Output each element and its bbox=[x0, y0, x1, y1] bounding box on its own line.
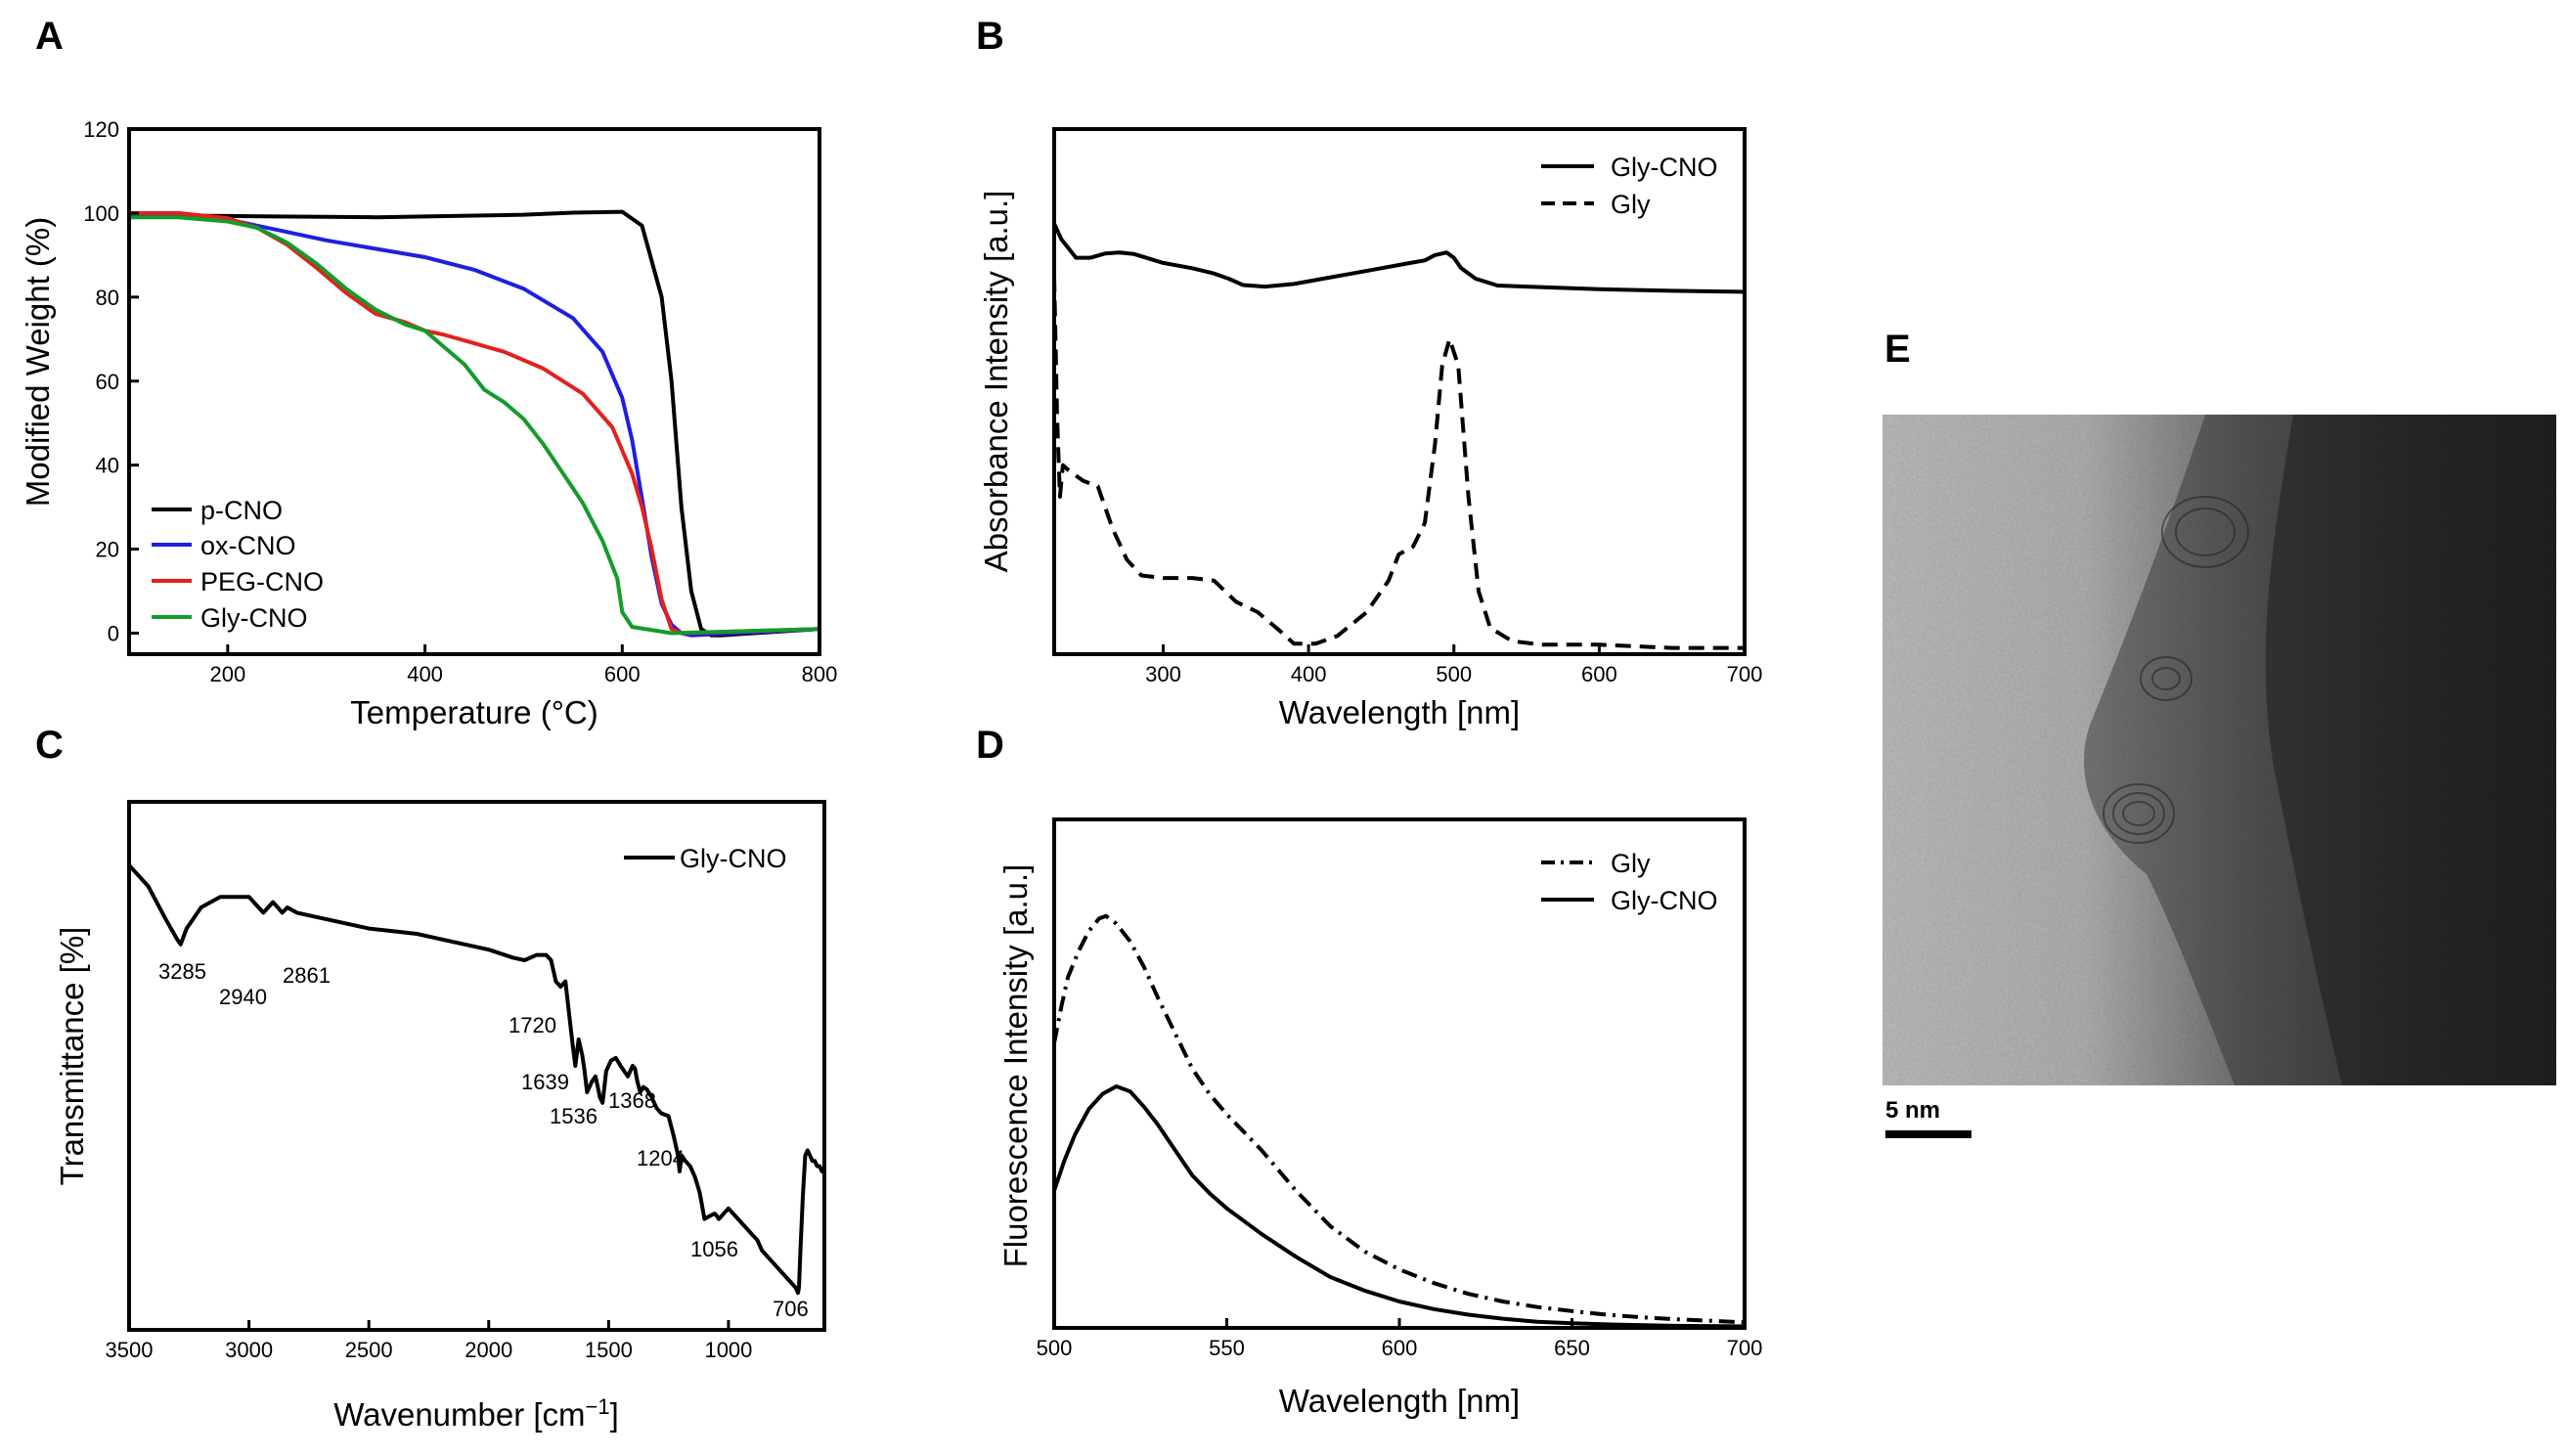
series-line-gly-cno bbox=[1052, 222, 1746, 294]
y-tick-label: 40 bbox=[96, 454, 119, 478]
chart-d-fluorescence: 500 550 600 650 700 Wavelength [nm] Fluoresc… bbox=[997, 817, 1763, 1419]
x-tick-label: 200 bbox=[209, 662, 245, 686]
ftir-annotation: 1720 bbox=[509, 1013, 556, 1037]
legend-label-gly-cno: Gly-CNO bbox=[200, 603, 308, 633]
tem-scale-bar bbox=[1885, 1130, 1971, 1138]
x-tick-label: 2500 bbox=[345, 1338, 393, 1362]
series-line-gly bbox=[1052, 276, 1745, 650]
tem-background bbox=[1882, 415, 2556, 1085]
chart-c-xlabel-suffix: ] bbox=[610, 1396, 619, 1433]
chart-a-curves bbox=[128, 209, 820, 638]
x-tick-label: 600 bbox=[604, 662, 641, 686]
ftir-annotation: 2940 bbox=[219, 985, 267, 1009]
tem-particle-region bbox=[2084, 415, 2556, 1085]
x-tick-label: 800 bbox=[802, 662, 838, 686]
ftir-annotation: 1204 bbox=[637, 1146, 685, 1170]
legend-label-b-gly: Gly bbox=[1611, 190, 1651, 219]
chart-c-xlabel-sup: −1 bbox=[586, 1394, 610, 1419]
x-tick-label: 700 bbox=[1727, 662, 1763, 686]
chart-a-ticks: 200 400 600 800 0 20 40 60 80 100 120 bbox=[83, 117, 837, 686]
chart-a-tga: 200 400 600 800 0 20 40 60 80 100 120 Temperature … bbox=[20, 117, 837, 730]
panel-letter-b: B bbox=[976, 15, 1004, 58]
chart-d-curves bbox=[1052, 913, 1746, 1329]
x-tick-label: 1500 bbox=[585, 1338, 633, 1362]
chart-b-curves bbox=[1052, 222, 1746, 650]
x-tick-label: 500 bbox=[1037, 1336, 1073, 1360]
y-tick-label: 60 bbox=[96, 370, 119, 394]
chart-c-ticks: 3500 3000 2500 2000 1500 1000 bbox=[106, 1320, 752, 1362]
panel-letter-e: E bbox=[1884, 328, 1911, 371]
legend-label-p-cno: p-CNO bbox=[200, 496, 283, 525]
panel-letter-d: D bbox=[976, 724, 1004, 767]
series-line-gly-cno bbox=[127, 863, 824, 1296]
tem-onion-rings bbox=[2103, 496, 2249, 844]
ftir-annotation: 2861 bbox=[283, 963, 331, 988]
y-tick-label: 120 bbox=[83, 117, 119, 142]
x-tick-label: 550 bbox=[1209, 1336, 1245, 1360]
chart-c-curves bbox=[127, 863, 824, 1296]
chart-b-legend: Gly-CNO Gly bbox=[1541, 153, 1718, 219]
y-tick-label: 20 bbox=[96, 538, 119, 562]
ftir-annotation: 1056 bbox=[690, 1237, 738, 1261]
x-tick-label: 400 bbox=[407, 662, 443, 686]
chart-b-xlabel: Wavelength [nm] bbox=[1279, 694, 1520, 730]
x-tick-label: 300 bbox=[1145, 662, 1181, 686]
x-tick-label: 2000 bbox=[465, 1338, 512, 1362]
panel-letter-c: C bbox=[35, 724, 64, 767]
chart-b-absorbance: 300 400 500 600 700 Wavelength [nm] Absorban… bbox=[978, 127, 1762, 730]
x-tick-label: 700 bbox=[1727, 1336, 1763, 1360]
chart-c-legend: Gly-CNO bbox=[624, 844, 787, 873]
y-tick-label: 100 bbox=[83, 201, 119, 226]
x-tick-label: 600 bbox=[1581, 662, 1617, 686]
chart-c-annotations: 3285 2940 2861 1720 1639 1536 1368 1204 … bbox=[158, 959, 809, 1321]
chart-b-ticks: 300 400 500 600 700 bbox=[1145, 644, 1762, 686]
ftir-annotation: 3285 bbox=[158, 959, 206, 984]
ftir-annotation: 1639 bbox=[521, 1070, 569, 1094]
legend-label-d-gly-cno: Gly-CNO bbox=[1611, 886, 1718, 915]
tem-micrograph bbox=[1882, 415, 2556, 1085]
legend-label-c-gly-cno: Gly-CNO bbox=[680, 844, 787, 873]
x-tick-label: 3000 bbox=[225, 1338, 273, 1362]
ftir-annotation: 1368 bbox=[608, 1088, 656, 1113]
chart-a-frame bbox=[127, 127, 821, 656]
series-line-p-cno bbox=[128, 209, 820, 638]
chart-d-ticks: 500 550 600 650 700 bbox=[1037, 1318, 1763, 1360]
ftir-annotation: 706 bbox=[773, 1297, 809, 1321]
legend-label-b-gly-cno: Gly-CNO bbox=[1611, 153, 1718, 182]
x-tick-label: 600 bbox=[1382, 1336, 1418, 1360]
chart-c-xlabel-text: Wavenumber [cm bbox=[333, 1396, 585, 1433]
chart-a-legend: p-CNO ox-CNO PEG-CNO Gly-CNO bbox=[152, 496, 324, 633]
chart-b-ylabel: Absorbance Intensity [a.u.] bbox=[978, 191, 1014, 573]
ftir-annotation: 1536 bbox=[550, 1104, 598, 1128]
series-line-gly-cno bbox=[129, 215, 820, 636]
legend-label-d-gly: Gly bbox=[1611, 849, 1651, 878]
series-line-gly-cno bbox=[1052, 1084, 1746, 1329]
chart-d-legend: Gly Gly-CNO bbox=[1541, 849, 1718, 915]
x-tick-label: 650 bbox=[1554, 1336, 1590, 1360]
tem-scale-bar-label: 5 nm bbox=[1885, 1097, 1941, 1124]
tem-dark-core bbox=[2265, 415, 2556, 1085]
chart-c-frame bbox=[127, 800, 826, 1332]
chart-d-ylabel: Fluorescence Intensity [a.u.] bbox=[997, 864, 1034, 1268]
series-line-gly bbox=[1052, 913, 1746, 1325]
x-tick-label: 500 bbox=[1436, 662, 1472, 686]
chart-a-xlabel: Temperature (°C) bbox=[350, 694, 598, 730]
chart-c-xlabel: Wavenumber [cm−1] bbox=[333, 1394, 619, 1433]
chart-a-ylabel: Modified Weight (%) bbox=[20, 217, 56, 507]
x-tick-label: 1000 bbox=[704, 1338, 752, 1362]
chart-c-ylabel: Transmittance [%] bbox=[54, 927, 90, 1186]
legend-label-peg-cno: PEG-CNO bbox=[200, 567, 324, 596]
y-tick-label: 0 bbox=[108, 622, 119, 646]
x-tick-label: 3500 bbox=[106, 1338, 154, 1362]
chart-b-frame bbox=[1052, 127, 1747, 656]
tem-micrograph-panel bbox=[1882, 415, 2556, 1085]
chart-d-xlabel: Wavelength [nm] bbox=[1279, 1383, 1520, 1419]
x-tick-label: 400 bbox=[1291, 662, 1327, 686]
panel-letter-a: A bbox=[35, 15, 64, 58]
legend-label-ox-cno: ox-CNO bbox=[200, 531, 296, 560]
y-tick-label: 80 bbox=[96, 286, 119, 310]
chart-c-ftir: 3500 3000 2500 2000 1500 1000 Wavenumber [cm−… bbox=[54, 800, 826, 1433]
